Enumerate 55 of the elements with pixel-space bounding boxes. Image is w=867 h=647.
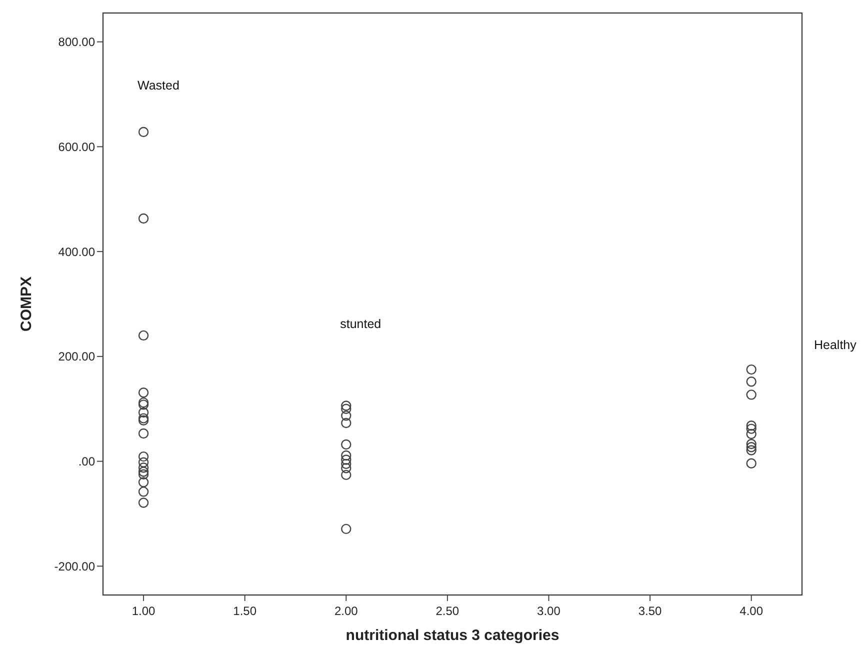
- y-tick-label: 800.00: [58, 35, 96, 50]
- x-tick-label: 3.00: [537, 604, 561, 618]
- point: [746, 458, 756, 468]
- x-tick-label: 2.00: [334, 604, 358, 618]
- point: [138, 498, 149, 508]
- point: [138, 477, 149, 488]
- point: [746, 438, 756, 450]
- point: [138, 486, 149, 497]
- point: [138, 469, 149, 480]
- annotation: Wasted: [138, 78, 180, 92]
- point: [341, 450, 352, 461]
- point: [746, 364, 756, 375]
- point: [746, 424, 756, 434]
- y-tick-label: 400.00: [58, 244, 96, 259]
- x-tick-label: 4.00: [740, 604, 764, 618]
- point: [138, 466, 149, 477]
- point: [138, 407, 149, 418]
- y-tick-label: 200.00: [58, 350, 96, 364]
- point: [746, 376, 756, 387]
- annotation: stunted: [340, 317, 382, 332]
- point: [138, 126, 149, 138]
- point: [746, 442, 756, 452]
- x-tick-label: 2.50: [436, 604, 460, 618]
- point: [138, 388, 149, 398]
- point: [341, 458, 352, 470]
- point: [138, 213, 149, 224]
- point: [138, 400, 149, 410]
- x-axis-title: nutritional status 3 categories: [346, 627, 560, 644]
- point: [341, 454, 352, 465]
- y-tick-label: .00: [78, 454, 96, 468]
- point: [138, 462, 149, 473]
- point: [138, 457, 149, 468]
- point: [138, 428, 149, 439]
- point: [341, 410, 352, 421]
- text: Healthy: [814, 338, 858, 352]
- x-tick-label: 1.50: [233, 604, 257, 618]
- point: [746, 445, 756, 456]
- point: [341, 524, 352, 534]
- point: [138, 397, 149, 408]
- point: [138, 330, 149, 341]
- point: [341, 400, 352, 411]
- point: [746, 428, 756, 440]
- point: [746, 420, 756, 431]
- point: [341, 439, 352, 450]
- x-tick-label: 3.50: [638, 604, 662, 618]
- point: [341, 470, 352, 480]
- y-axis-title: COMPX: [18, 276, 35, 332]
- point: [746, 390, 756, 400]
- point: [341, 404, 352, 414]
- x-tick-label: 1.00: [132, 604, 156, 618]
- point: [341, 463, 352, 474]
- y-tick-label: -200.00: [54, 559, 96, 574]
- point: [138, 451, 149, 462]
- y-tick-label: 600.00: [58, 140, 96, 154]
- point: [341, 418, 352, 428]
